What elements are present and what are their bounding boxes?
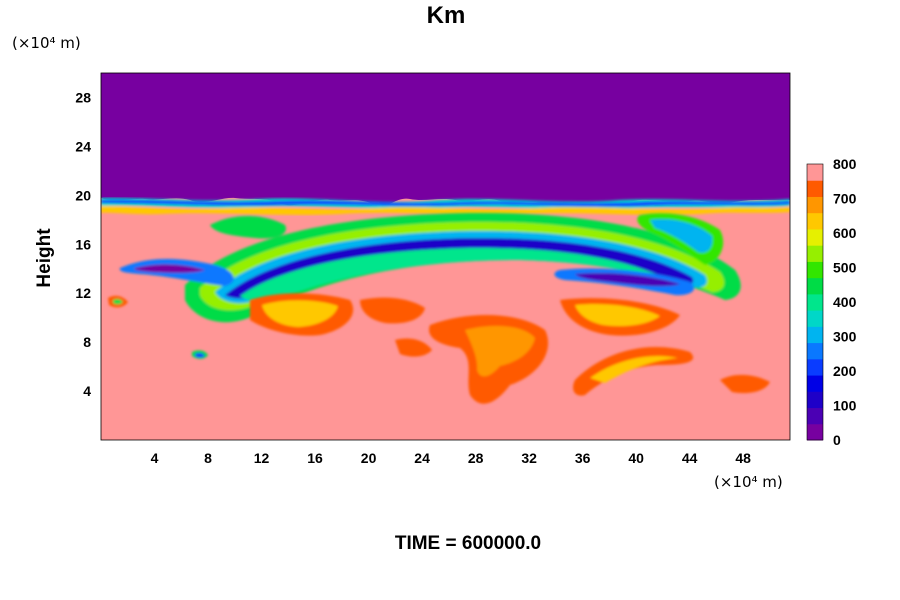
x-tick-label: 24: [414, 450, 430, 466]
y-tick-label: 16: [75, 236, 91, 252]
x-tick-label: 44: [682, 450, 698, 466]
heatmap-transition-strip: [101, 197, 790, 215]
x-axis-unit: (×10⁴ m): [714, 473, 783, 491]
colorbar-tick-label: 100: [833, 398, 857, 414]
x-tick-label: 16: [307, 450, 323, 466]
colorbar-swatch: [807, 164, 823, 181]
colorbar-swatch: [807, 358, 823, 376]
y-tick-label: 4: [83, 383, 91, 399]
y-axis-unit: (×10⁴ m): [12, 34, 81, 52]
heatmap-plot-area: [101, 73, 790, 440]
colorbar-swatch: [807, 261, 823, 279]
plot-frame: [100, 72, 791, 441]
colorbar-swatch: [807, 342, 823, 360]
colorbar-swatch: [807, 391, 823, 409]
colorbar-swatch: [807, 407, 823, 425]
x-tick-label: 4: [151, 450, 159, 466]
colorbar: 0 100 200 300 400 500 600 700 800: [806, 156, 857, 448]
colorbar-swatch: [807, 180, 823, 197]
colorbar-swatch: [807, 245, 823, 262]
colorbar-tick-label: 400: [833, 294, 857, 310]
x-tick-label: 12: [254, 450, 270, 466]
x-tick-label: 20: [361, 450, 377, 466]
colorbar-swatch: [807, 326, 823, 344]
y-tick-label: 12: [75, 285, 91, 301]
heatmap-arch-band: [119, 212, 741, 323]
colorbar-tick-label: 700: [833, 191, 857, 207]
y-tick-label: 28: [75, 89, 91, 105]
y-axis-ticks: 4 8 12 16 20 24 28: [75, 89, 91, 399]
colorbar-tick-label: 200: [833, 363, 857, 379]
colorbar-tick-label: 600: [833, 225, 857, 241]
y-tick-label: 20: [75, 187, 91, 203]
colorbar-tick-label: 0: [833, 432, 841, 448]
y-tick-label: 8: [83, 334, 91, 350]
colorbar-swatch: [807, 423, 823, 441]
colorbar-swatch: [807, 277, 823, 295]
colorbar-frame: [806, 163, 824, 441]
colorbar-swatch: [807, 293, 823, 311]
colorbar-tick-label: 800: [833, 156, 857, 172]
heatmap-upper-region: [101, 73, 790, 209]
x-axis-ticks: 4 8 12 16 20 24 28 32 36 40 44 48: [151, 450, 752, 466]
colorbar-swatch: [807, 196, 823, 214]
x-tick-label: 32: [521, 450, 537, 466]
x-tick-label: 28: [468, 450, 484, 466]
colorbar-swatch: [807, 310, 823, 327]
x-tick-label: 48: [735, 450, 751, 466]
colorbar-tick-label: 300: [833, 329, 857, 345]
x-tick-label: 40: [628, 450, 644, 466]
chart-title: Km: [427, 2, 466, 29]
x-tick-label: 8: [204, 450, 212, 466]
heatmap-lower-patches: [108, 293, 770, 404]
colorbar-swatch: [807, 375, 823, 392]
y-tick-label: 24: [75, 138, 91, 154]
colorbar-tick-label: 500: [833, 260, 857, 276]
y-axis-label: Height: [34, 228, 55, 288]
colorbar-swatch: [807, 228, 823, 246]
colorbar-swatch: [807, 212, 823, 230]
time-label: TIME = 600000.0: [395, 533, 541, 554]
x-tick-label: 36: [575, 450, 591, 466]
